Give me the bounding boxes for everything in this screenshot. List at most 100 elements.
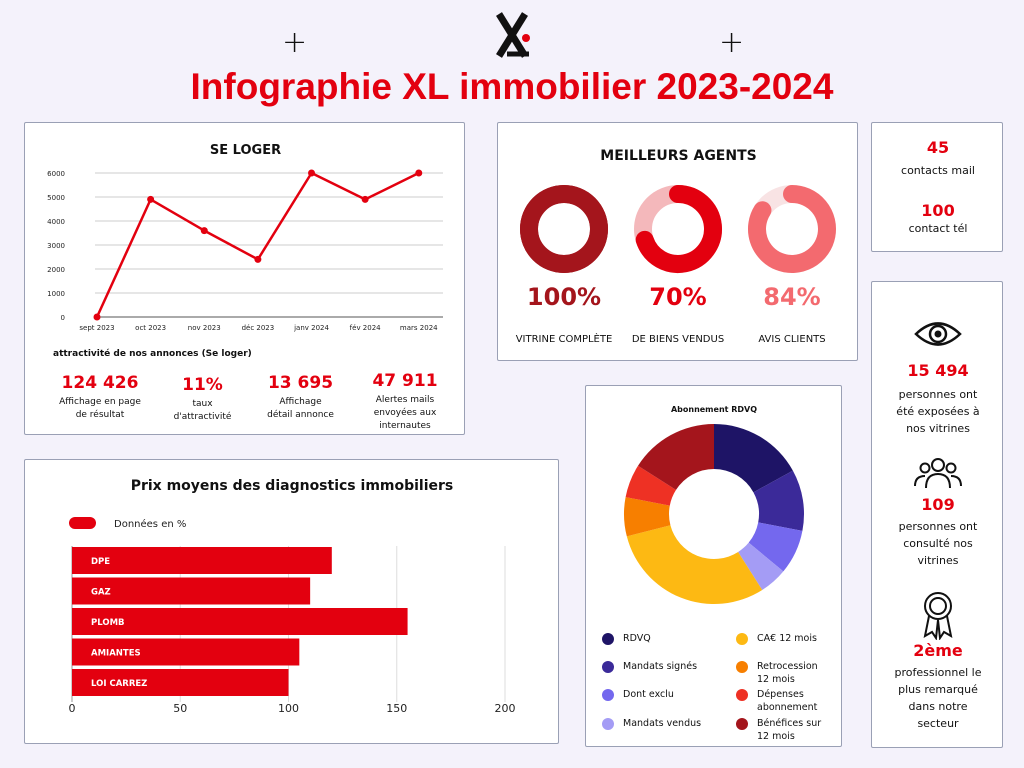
x-tick-label: nov 2023 [188,324,221,332]
legend-swatch [602,661,614,673]
data-point [254,255,262,263]
agents-donuts [520,185,836,273]
rank-value: 2ème [913,641,963,660]
contacts-mail-value: 45 [926,138,950,157]
y-tick-label: 1000 [47,290,65,298]
agent-label-vitrine: VITRINE COMPLÈTE [515,334,613,345]
contacts-card: 45 contacts mail 100 contact tél [871,122,1003,252]
bar-label: LOI CARREZ [91,679,147,689]
legend-swatch [602,689,614,701]
pie-slice [748,522,803,572]
diagnostics-card: Prix moyens des diagnostics immobiliers D… [24,459,559,744]
pie-slice [638,424,714,490]
x-tick-label: mars 2024 [400,324,438,332]
award-icon [923,592,953,640]
contacts-tel-label: contact tél [908,222,968,235]
bar [72,547,332,574]
rdvq-card: Abonnement RDVQ RDVQ Mandats signés Dont e… [585,385,842,747]
rdvq-donut-chart: Abonnement RDVQ [624,405,804,604]
y-tick-label: 5000 [47,194,65,202]
stat-detail: 13 695 Affichage détail annonce [253,373,348,422]
y-tick-label: 3000 [47,242,65,250]
legend-swatch [736,661,748,673]
data-point [361,195,369,203]
consulted-value: 109 [921,495,955,514]
bar [72,608,408,635]
bar [72,669,289,696]
x-tick-label: 100 [278,702,299,715]
legend-swatch [69,517,96,529]
pie-slice [624,497,671,537]
bar [72,638,300,666]
contacts-tel-value: 100 [921,201,955,220]
plus-left-icon: + [282,25,308,60]
legend-swatch [602,718,614,730]
legend-label: Dépenses abonnement [757,689,818,713]
stat-value: 124 426 [61,373,139,393]
data-point [93,313,101,321]
stat-value: 11% [182,375,223,395]
pie-slice [714,424,793,493]
agent-value-vendus: 70% [649,283,707,311]
rank-label: professionnel le plus remarqué dans notre s… [894,666,982,730]
x-tick-label: 150 [386,702,407,715]
bar-label: AMIANTES [91,649,141,659]
legend-label: Dont exclu [623,689,674,700]
chart-title: Abonnement RDVQ [671,405,757,414]
y-tick-label: 2000 [47,266,65,274]
x-tick-label: sept 2023 [79,324,114,332]
gauge-fill [748,185,836,273]
users-icon [914,458,962,489]
y-tick-label: 6000 [47,170,65,178]
stat-value: 13 695 [267,373,334,393]
data-point [308,169,316,177]
stat-attractivity: 11% taux d'attractivité [165,375,240,424]
x-tick-label: 200 [495,702,516,715]
stat-results: 124 426 Affichage en page de résultat [55,373,145,422]
pie-slice [738,542,784,590]
legend-label: Mandats signés [623,661,698,672]
bar-label: DPE [91,557,110,567]
rdvq-legend: RDVQ Mandats signés Dont exclu Mandats vend… [586,386,843,748]
vitrines-card: 15 494 personnes ont été exposées à nos vi… [871,281,1003,748]
legend-swatch [602,633,614,645]
data-point [415,169,423,177]
bar-label: GAZ [91,588,111,598]
chart-title: Prix moyens des diagnostics immobiliers [131,478,454,494]
seloger-subtitle: attractivité de nos annonces (Se loger) [53,349,252,359]
exposed-label: personnes ont été exposées à nos vitrines [896,388,980,435]
y-tick-label: 4000 [47,218,65,226]
pie-slice [626,525,763,604]
data-point [147,195,155,203]
legend-swatch [736,689,748,701]
agent-label-vendus: DE BIENS VENDUS [631,334,725,345]
seloger-line-chart: 0 1000 2000 3000 4000 5000 6000 sept 2023 oct 20… [47,169,443,332]
bar-label: PLOMB [91,618,125,628]
x-tick-label: fév 2024 [350,324,381,332]
stat-value: 47 911 [372,371,438,391]
legend-label: Données en % [114,518,186,530]
y-tick-label: 0 [61,314,65,322]
stat-label: Alertes mails envoyées aux internautes [373,395,437,431]
legend-label: CA€ 12 mois [757,633,817,644]
agent-label-avis: AVIS CLIENTS [758,334,826,345]
agents-card: MEILLEURS AGENTS 100% 70% 84% VITRINE CO… [497,122,858,361]
agent-value-vitrine: 100% [526,283,602,311]
seloger-title: SE LOGER [209,143,282,158]
stat-label: Affichage en page de résultat [59,397,141,420]
pie-slice [753,470,804,531]
contacts-mail-label: contacts mail [901,164,975,177]
stat-label: taux d'attractivité [173,399,232,422]
diagnostics-bar-chart: Prix moyens des diagnostics immobiliers D… [69,478,516,715]
data-point [200,227,208,235]
stat-alerts: 47 911 Alertes mails envoyées aux internau… [360,371,450,433]
seloger-card: SE LOGER 0 1000 2000 3000 4000 5000 6000 sept 2… [24,122,465,435]
page-title: Infographie XL immobilier 2023-2024 [190,66,834,107]
gauge-fill [635,185,722,273]
gauge-fill [520,185,608,273]
x-tick-label: 50 [173,702,187,715]
x-tick-label: 0 [69,702,76,715]
consulted-label: personnes ont consulté nos vitrines [898,520,978,567]
stat-label: Affichage détail annonce [267,397,334,420]
pie-slice [625,465,677,506]
